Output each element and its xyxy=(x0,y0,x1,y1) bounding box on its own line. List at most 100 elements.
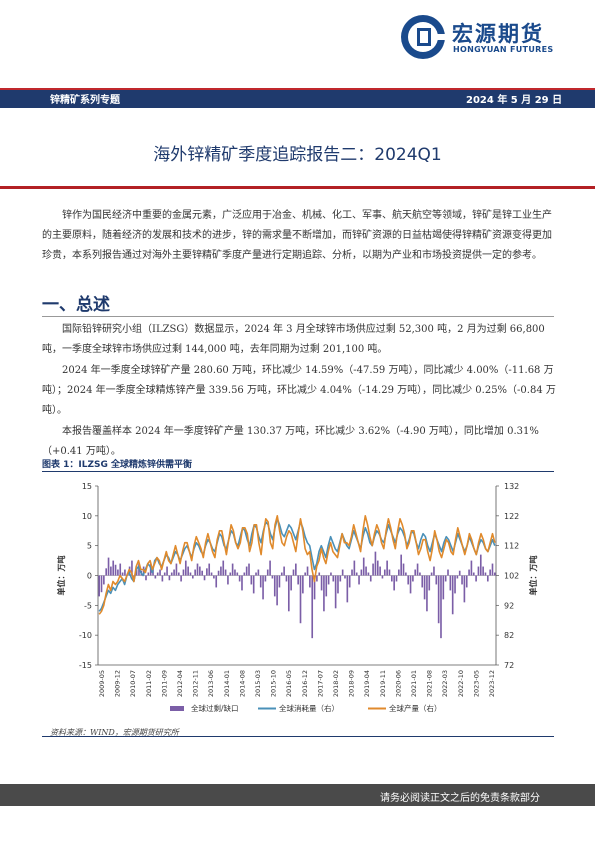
surplus-bar xyxy=(299,575,302,624)
x-tick-label: 2011-09 xyxy=(160,670,168,697)
x-tick-label: 2010-07 xyxy=(129,670,137,697)
legend-consumption-label: 全球消耗量（右） xyxy=(279,703,339,713)
report-date: 2024 年 5 月 29 日 xyxy=(466,95,563,106)
surplus-bar xyxy=(421,575,424,588)
surplus-bar xyxy=(367,572,370,576)
surplus-bar xyxy=(177,572,180,576)
brand-name-cn: 宏源期货 xyxy=(452,22,544,46)
surplus-bar xyxy=(280,572,283,576)
surplus-bar xyxy=(224,569,227,576)
surplus-bar xyxy=(213,575,215,579)
x-tick-label: 2023-12 xyxy=(488,670,496,697)
x-tick-label: 2016-12 xyxy=(301,670,309,697)
surplus-bar xyxy=(358,575,360,585)
left-tick-label: 0 xyxy=(87,572,92,581)
surplus-bar xyxy=(470,560,473,576)
right-tick-label: 72 xyxy=(504,661,514,670)
surplus-bar xyxy=(187,566,189,576)
x-tick-label: 2016-05 xyxy=(285,670,293,697)
left-tick-label: 15 xyxy=(82,482,92,491)
surplus-bar xyxy=(330,572,332,576)
surplus-bar xyxy=(311,575,314,639)
surplus-bar xyxy=(159,569,161,576)
surplus-bar xyxy=(475,575,477,582)
surplus-bar xyxy=(435,575,438,585)
surplus-bar xyxy=(458,570,461,576)
x-tick-label: 2022-03 xyxy=(441,670,449,697)
surplus-bar xyxy=(318,572,321,576)
surplus-bar xyxy=(241,575,243,591)
surplus-bar xyxy=(259,575,262,588)
surplus-bar xyxy=(156,572,159,576)
surplus-bar xyxy=(257,569,260,576)
surplus-bar xyxy=(103,575,105,585)
surplus-bar xyxy=(199,566,201,576)
intro-paragraph: 锌作为国民经济中重要的金属元素，广泛应用于冶金、机械、化工、军事、航天航空等领域… xyxy=(42,210,552,261)
surplus-bar xyxy=(484,572,487,576)
surplus-bar xyxy=(419,572,421,576)
x-tick-label: 2009-12 xyxy=(114,670,122,697)
surplus-bar xyxy=(430,572,433,576)
x-tick-label: 2018-09 xyxy=(348,670,356,697)
surplus-bar xyxy=(348,575,351,588)
surplus-bar xyxy=(362,557,365,576)
surplus-bar xyxy=(412,575,414,582)
surplus-bar xyxy=(437,575,440,624)
surplus-bar xyxy=(376,560,379,576)
surplus-bar xyxy=(442,575,445,600)
surplus-bar xyxy=(191,575,194,579)
surplus-bar xyxy=(341,569,344,576)
surplus-bar xyxy=(131,560,133,576)
surplus-bar xyxy=(147,572,150,576)
right-tick-label: 82 xyxy=(504,631,514,640)
surplus-bar xyxy=(334,575,337,609)
surplus-bar xyxy=(388,569,391,576)
surplus-bar xyxy=(203,575,206,581)
surplus-bar xyxy=(252,575,255,594)
surplus-bar xyxy=(117,569,119,576)
x-tick-label: 2020-06 xyxy=(394,670,402,697)
surplus-bar xyxy=(369,575,372,582)
surplus-bar xyxy=(428,575,431,591)
surplus-bar xyxy=(217,570,220,576)
x-tick-label: 2021-08 xyxy=(426,670,434,697)
surplus-bar xyxy=(461,575,463,585)
surplus-bar xyxy=(121,572,124,576)
surplus-bar xyxy=(170,572,173,576)
surplus-bar xyxy=(409,575,412,594)
surplus-bar xyxy=(468,569,470,576)
surplus-bar xyxy=(287,575,290,612)
surplus-bar xyxy=(444,575,447,582)
x-tick-label: 2023-05 xyxy=(472,670,480,697)
surplus-bar xyxy=(323,575,325,612)
surplus-bar xyxy=(248,563,250,576)
surplus-bar xyxy=(402,563,405,576)
surplus-bar xyxy=(486,575,489,582)
surplus-bar xyxy=(135,569,138,576)
x-tick-label: 2014-01 xyxy=(223,670,231,697)
surplus-bar xyxy=(395,575,398,582)
surplus-bar xyxy=(454,575,456,594)
surplus-bar xyxy=(243,572,246,576)
legend-surplus-label: 全球过剩/缺口 xyxy=(191,703,239,713)
surplus-bar xyxy=(201,570,204,576)
surplus-bar xyxy=(173,569,175,576)
surplus-bar xyxy=(337,575,339,594)
series-label: 锌精矿系列专题 xyxy=(50,95,120,106)
surplus-bar xyxy=(365,566,367,576)
surplus-bar xyxy=(379,566,381,576)
surplus-bar xyxy=(309,575,311,588)
surplus-bar xyxy=(238,575,241,582)
surplus-bar xyxy=(477,566,480,576)
surplus-bar xyxy=(325,575,328,597)
surplus-bar xyxy=(426,575,428,612)
footer-band xyxy=(0,784,595,806)
figure-bottom-rule xyxy=(42,736,554,737)
surplus-bar xyxy=(264,575,267,582)
legend-surplus-swatch xyxy=(170,706,184,711)
surplus-bar xyxy=(290,575,292,591)
right-tick-label: 112 xyxy=(504,542,519,551)
x-tick-label: 2014-08 xyxy=(238,670,246,697)
body-paragraph: 国际铅锌研究小组（ILZSG）数据显示，2024 年 3 月全球锌市场供应过剩 … xyxy=(42,324,545,355)
x-tick-label: 2015-03 xyxy=(254,670,262,697)
